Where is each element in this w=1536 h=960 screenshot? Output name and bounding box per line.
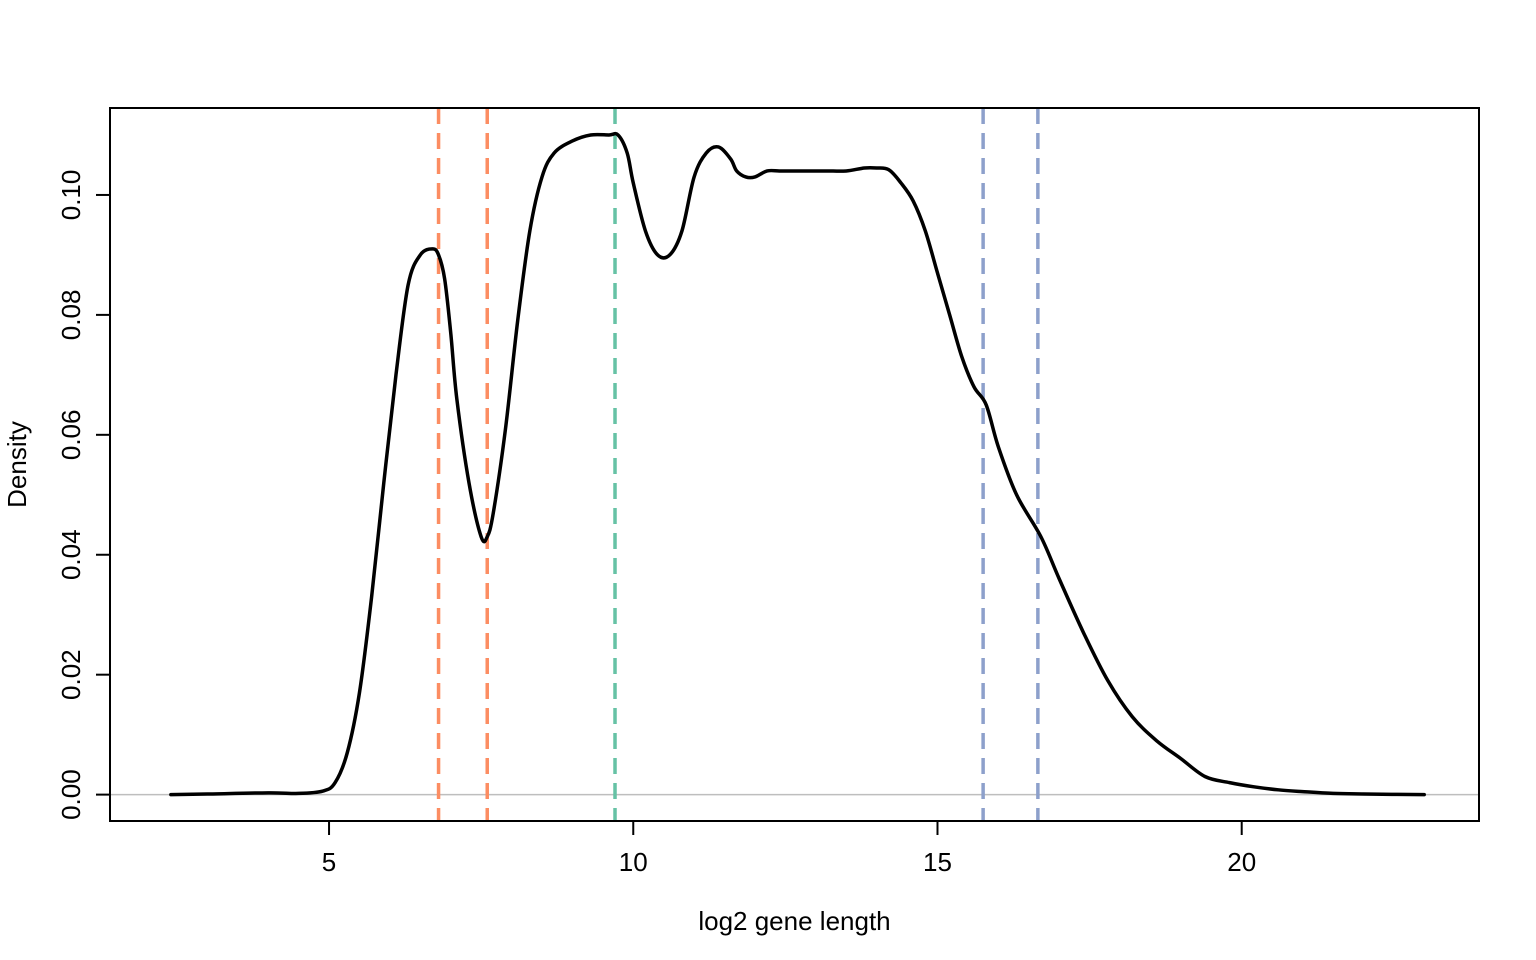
x-tick-label: 5 xyxy=(322,847,336,877)
y-axis: 0.00 0.02 0.04 0.06 0.08 0.10 xyxy=(56,170,110,820)
x-tick-label: 10 xyxy=(619,847,648,877)
density-curve xyxy=(169,131,1426,797)
y-axis-title: Density xyxy=(2,421,32,508)
x-axis: 5 10 15 20 xyxy=(322,821,1256,877)
y-tick-label: 0.06 xyxy=(56,410,86,461)
x-tick-label: 15 xyxy=(923,847,952,877)
y-tick-label: 0.04 xyxy=(56,529,86,580)
y-tick-label: 0.00 xyxy=(56,769,86,820)
y-tick-label: 0.02 xyxy=(56,649,86,700)
plot-frame xyxy=(109,107,1480,822)
x-axis-title: log2 gene length xyxy=(698,906,890,936)
x-tick-label: 20 xyxy=(1227,847,1256,877)
y-tick-label: 0.08 xyxy=(56,290,86,341)
y-tick-label: 0.10 xyxy=(56,170,86,221)
